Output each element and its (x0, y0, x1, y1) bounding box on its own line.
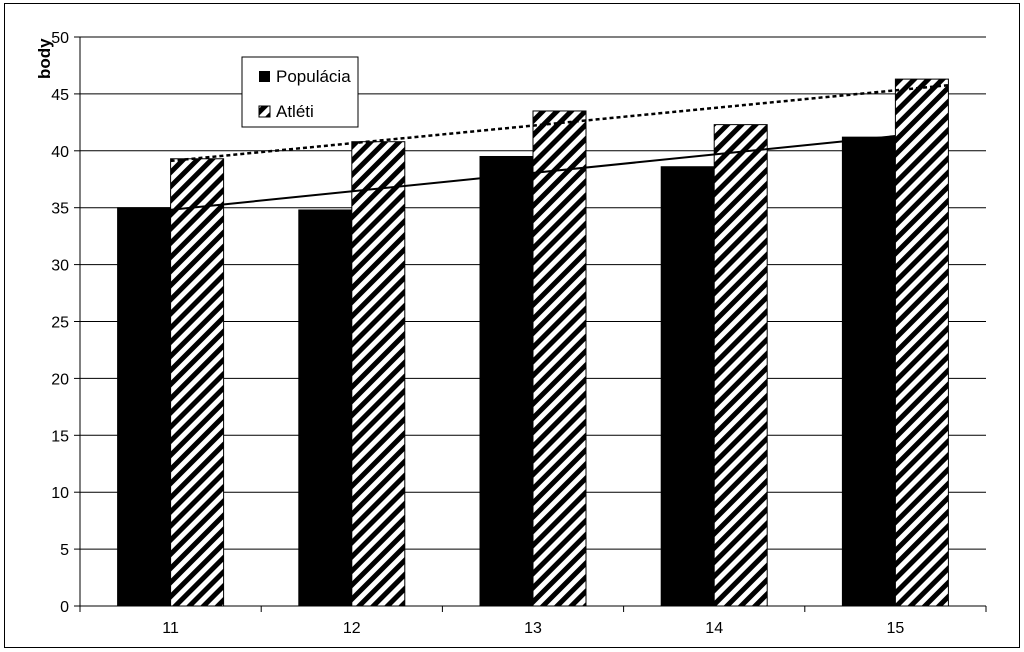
y-tick-label: 40 (51, 144, 69, 161)
bar-atleti-13 (532, 110, 587, 607)
y-tick-labels: 0 5 10 15 20 25 30 35 40 45 50 (51, 30, 69, 616)
y-tick-label: 45 (51, 87, 69, 104)
legend-label-atleti: Atléti (276, 102, 314, 121)
x-axis-label: vek (992, 649, 1021, 652)
chart-frame (4, 3, 1020, 648)
y-axis-label: body (35, 38, 54, 79)
gridlines (80, 36, 986, 550)
bar-atleti-15 (894, 78, 949, 607)
bar-atleti-14 (713, 124, 768, 607)
trendline-populacia (117, 135, 896, 217)
legend-label-populacia: Populácia (276, 67, 351, 86)
bar-populacia-14 (660, 166, 715, 607)
bar-populacia-15 (841, 136, 896, 607)
x-tick-label: 15 (887, 620, 905, 637)
trendlines (117, 83, 949, 217)
bar-populacia-11 (117, 207, 172, 607)
y-tick-label: 25 (51, 315, 69, 332)
bar-atleti-11 (170, 158, 225, 607)
legend-swatch-atleti (258, 105, 271, 118)
y-tick-label: 10 (51, 485, 69, 502)
legend-swatch-populacia (259, 71, 270, 82)
y-tick-label: 5 (60, 542, 69, 559)
trendline-atleti (170, 83, 949, 163)
x-tick-label: 12 (343, 620, 361, 637)
legend: Populácia Atléti (241, 56, 359, 128)
axes (74, 36, 987, 612)
bar-populacia-13 (479, 155, 534, 607)
y-tick-label: 50 (51, 30, 69, 47)
y-tick-label: 30 (51, 258, 69, 275)
y-tick-label: 20 (51, 371, 69, 388)
x-tick-label: 14 (705, 620, 723, 637)
y-tick-label: 0 (60, 599, 69, 616)
y-tick-label: 15 (51, 428, 69, 445)
y-tick-label: 35 (51, 201, 69, 218)
x-tick-label: 11 (162, 620, 179, 637)
bars (117, 78, 949, 607)
bar-populacia-12 (298, 209, 353, 607)
x-tick-label: 13 (524, 620, 542, 637)
x-tick-labels: 11 12 13 14 15 (162, 620, 904, 637)
bar-atleti-12 (351, 141, 406, 607)
